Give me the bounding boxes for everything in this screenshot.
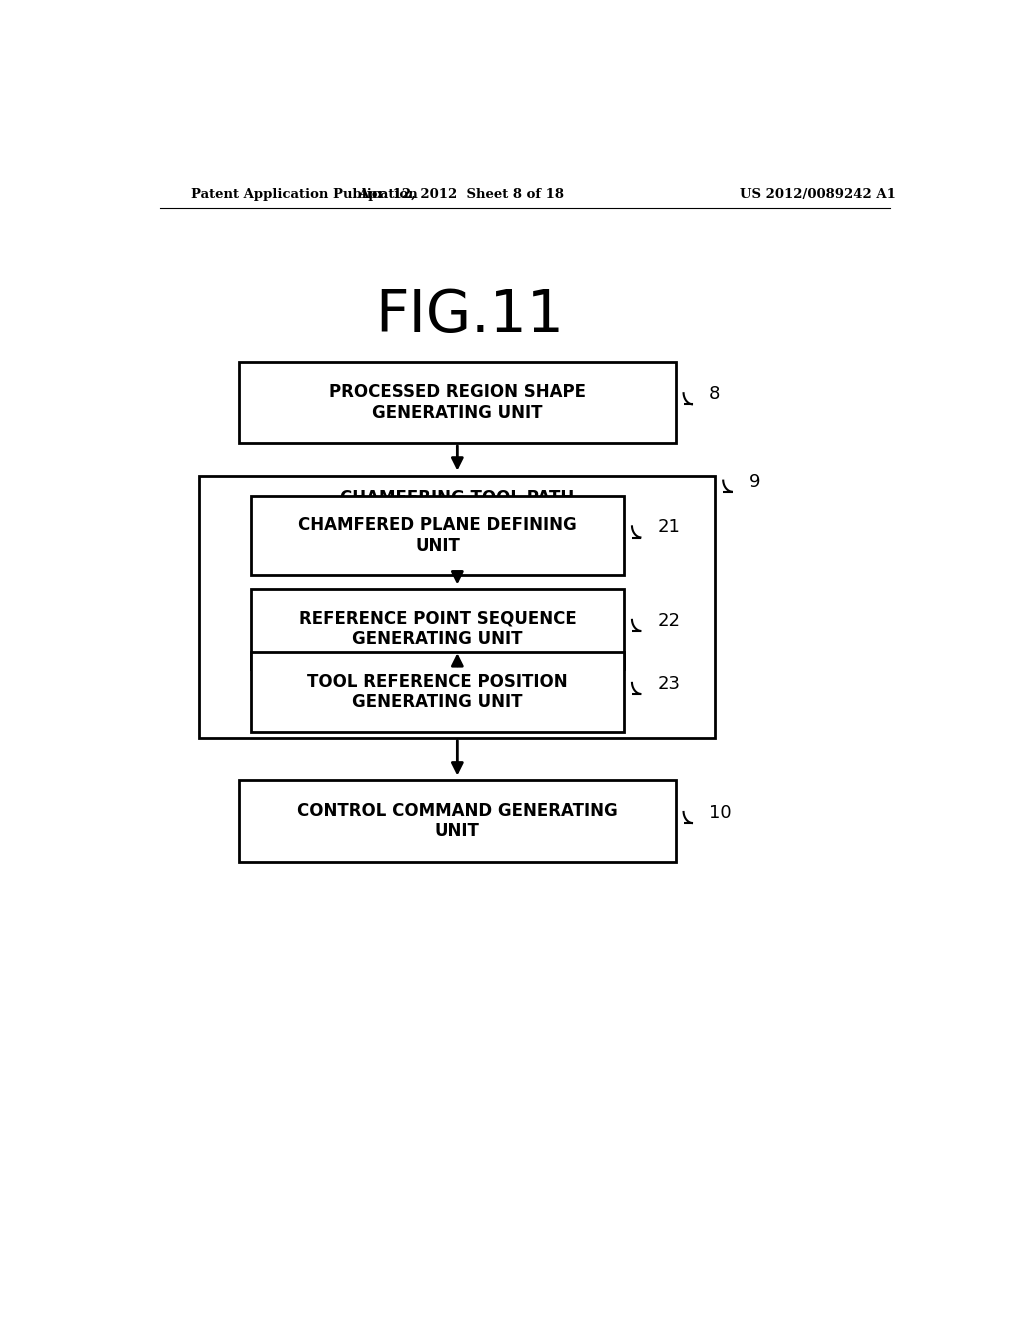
Text: 21: 21 (657, 519, 680, 536)
Bar (251, 589, 624, 669)
Bar (200, 475, 715, 738)
Text: TOOL REFERENCE POSITION
GENERATING UNIT: TOOL REFERENCE POSITION GENERATING UNIT (307, 673, 568, 711)
Text: REFERENCE POINT SEQUENCE
GENERATING UNIT: REFERENCE POINT SEQUENCE GENERATING UNIT (299, 610, 577, 648)
Text: FIG.11: FIG.11 (375, 288, 563, 345)
Text: 10: 10 (709, 804, 731, 822)
Text: 22: 22 (657, 612, 680, 630)
Text: Apr. 12, 2012  Sheet 8 of 18: Apr. 12, 2012 Sheet 8 of 18 (358, 189, 564, 202)
Text: Patent Application Publication: Patent Application Publication (191, 189, 418, 202)
Bar (240, 362, 676, 444)
Text: 23: 23 (657, 675, 680, 693)
Text: PROCESSED REGION SHAPE
GENERATING UNIT: PROCESSED REGION SHAPE GENERATING UNIT (329, 383, 586, 421)
Text: CHAMFERING TOOL PATH
GENERATING UNIT: CHAMFERING TOOL PATH GENERATING UNIT (340, 488, 574, 528)
Text: 8: 8 (709, 385, 720, 403)
Bar (251, 496, 624, 576)
Text: CONTROL COMMAND GENERATING
UNIT: CONTROL COMMAND GENERATING UNIT (297, 801, 617, 841)
Bar (251, 652, 624, 731)
Text: 9: 9 (749, 473, 760, 491)
Bar (240, 780, 676, 862)
Text: CHAMFERED PLANE DEFINING
UNIT: CHAMFERED PLANE DEFINING UNIT (298, 516, 577, 554)
Text: US 2012/0089242 A1: US 2012/0089242 A1 (740, 189, 896, 202)
